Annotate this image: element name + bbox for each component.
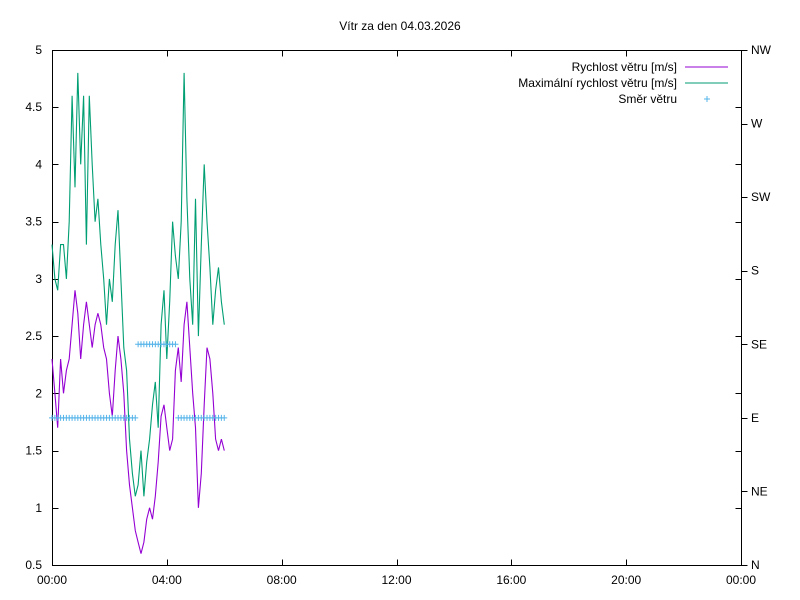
series-3-point [221, 414, 228, 421]
y2-tick-label: NE [751, 484, 768, 498]
y-tick-label: 2 [35, 386, 42, 400]
y2-tick-label: N [751, 558, 760, 572]
y2-tick-label: NW [751, 43, 772, 57]
series-1-line [51, 290, 225, 554]
x-tick-label: 16:00 [496, 573, 526, 587]
y2-tick-label: E [751, 411, 759, 425]
y-tick-label: 4 [35, 157, 42, 171]
x-tick-label: 04:00 [152, 573, 182, 587]
y-tick-label: 1.5 [25, 444, 42, 458]
x-tick-label: 08:00 [267, 573, 297, 587]
legend-label: Rychlost větru [m/s] [572, 60, 677, 74]
legend-label: Směr větru [618, 92, 677, 106]
y2-tick-label: W [751, 117, 763, 131]
y-tick-label: 1 [35, 501, 42, 515]
x-tick-label: 00:00 [726, 573, 756, 587]
series-layer [49, 72, 228, 554]
axis-ticks: 0.5 1 1.5 2 2.5 3 3.5 4 4.5 5 N NE E SE S SW W NW 00:00 04:… [25, 43, 771, 587]
y-tick-label: 3 [35, 272, 42, 286]
y-tick-label: 2.5 [25, 329, 42, 343]
series-3-point [132, 414, 139, 421]
x-tick-label: 12:00 [381, 573, 411, 587]
legend: Rychlost větru [m/s] Maximální rychlost v… [518, 60, 728, 106]
y-tick-label: 0.5 [25, 558, 42, 572]
y2-tick-label: S [751, 264, 759, 278]
y-tick-label: 5 [35, 43, 42, 57]
series-3-point [172, 341, 179, 348]
legend-label: Maximální rychlost větru [m/s] [518, 76, 677, 90]
y2-tick-label: SE [751, 337, 767, 351]
x-tick-label: 00:00 [37, 573, 67, 587]
legend-swatch [704, 96, 710, 102]
y-tick-label: 4.5 [25, 100, 42, 114]
y-tick-label: 3.5 [25, 215, 42, 229]
x-tick-label: 20:00 [611, 573, 641, 587]
series-2-line [51, 72, 225, 497]
y2-tick-label: SW [751, 190, 771, 204]
chart-title: Vítr za den 04.03.2026 [339, 19, 461, 33]
